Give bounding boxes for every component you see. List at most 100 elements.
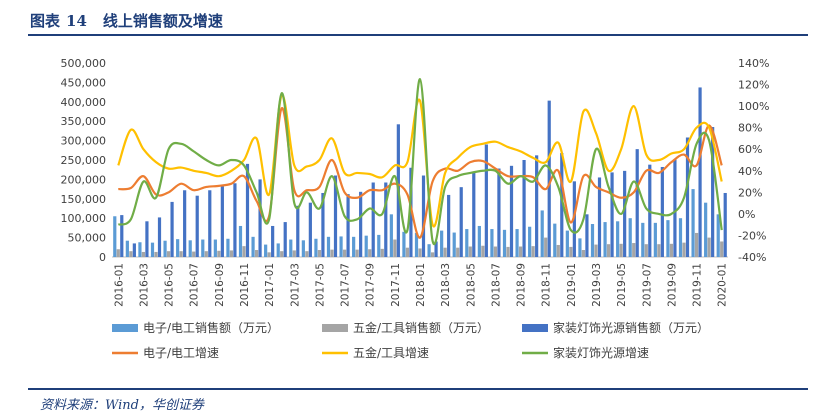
legend-swatch bbox=[112, 324, 138, 332]
bar-electronics bbox=[226, 238, 230, 257]
right-axis-tick-label: 80% bbox=[738, 122, 762, 135]
bar-tools bbox=[141, 251, 146, 257]
bar-home-lighting bbox=[145, 221, 149, 257]
bar-electronics bbox=[150, 242, 155, 257]
bar-home-lighting bbox=[346, 194, 350, 257]
left-axis-tick-label: 250,000 bbox=[61, 154, 107, 167]
bar-electronics bbox=[188, 240, 192, 257]
x-axis-tick-label: 2018-01 bbox=[415, 263, 427, 307]
bar-home-lighting bbox=[245, 163, 250, 257]
x-axis-tick-label: 2018-07 bbox=[490, 263, 502, 307]
bar-home-lighting bbox=[522, 160, 526, 257]
x-axis-tick-label: 2019-01 bbox=[566, 263, 578, 307]
bar-electronics bbox=[301, 240, 305, 257]
bar-tools bbox=[594, 244, 598, 257]
bar-home-lighting bbox=[509, 165, 514, 257]
bar-home-lighting bbox=[258, 179, 262, 257]
bar-tools bbox=[581, 250, 586, 257]
x-axis-tick-label: 2017-09 bbox=[365, 263, 377, 307]
bar-tools bbox=[179, 251, 183, 257]
bar-home-lighting bbox=[572, 181, 576, 257]
bar-electronics bbox=[414, 232, 419, 257]
x-axis-tick-label: 2016-01 bbox=[113, 263, 125, 307]
bar-home-lighting bbox=[333, 175, 338, 257]
bar-electronics bbox=[289, 239, 293, 257]
bar-tools bbox=[154, 251, 158, 257]
bar-tools bbox=[518, 246, 523, 257]
bar-tools bbox=[129, 251, 133, 257]
bar-tools bbox=[217, 250, 221, 257]
left-axis-tick-label: 100,000 bbox=[61, 212, 107, 225]
bar-home-lighting bbox=[535, 155, 539, 257]
right-axis: -40% -20% 0% 20% 40% 60% 80% 100% 120% 140% bbox=[738, 57, 769, 264]
bar-electronics bbox=[163, 240, 167, 257]
bar-electronics bbox=[364, 235, 368, 257]
right-axis-tick-label: 120% bbox=[738, 79, 769, 92]
bar-electronics bbox=[666, 220, 670, 257]
bar-home-lighting bbox=[597, 177, 602, 257]
bar-electronics bbox=[691, 189, 695, 257]
x-axis-tick-label: 2016-11 bbox=[239, 263, 251, 307]
bar-tools bbox=[229, 250, 234, 257]
bar-home-lighting bbox=[132, 243, 136, 257]
legend-label: 电子/电工销售额（万元） bbox=[143, 320, 279, 335]
bar-home-lighting bbox=[472, 171, 476, 257]
bar-tools bbox=[393, 239, 397, 257]
bar-electronics bbox=[553, 223, 557, 257]
bar-tools bbox=[280, 251, 284, 257]
right-axis-tick-label: -20% bbox=[738, 229, 766, 242]
bar-home-lighting bbox=[673, 159, 677, 257]
figure-label: 图表 bbox=[30, 12, 61, 30]
bar-electronics bbox=[603, 222, 607, 257]
bar-tools bbox=[443, 247, 447, 257]
bar-home-lighting bbox=[296, 205, 300, 257]
bar-tools bbox=[481, 245, 485, 257]
right-axis-tick-label: 60% bbox=[738, 143, 762, 156]
bar-tools bbox=[544, 237, 548, 257]
bar-electronics bbox=[465, 229, 469, 257]
bar-tools bbox=[707, 237, 711, 257]
bar-electronics bbox=[314, 238, 318, 257]
bar-tools bbox=[556, 244, 560, 257]
left-axis-tick-label: 350,000 bbox=[61, 115, 107, 128]
left-axis-tick-label: 50,000 bbox=[68, 232, 107, 245]
bar-home-lighting bbox=[459, 187, 463, 257]
legend-label: 家装灯饰光源增速 bbox=[553, 345, 649, 360]
bar-electronics bbox=[490, 229, 494, 257]
left-axis-tick-label: 0 bbox=[99, 251, 106, 264]
x-axis-tick-label: 2019-11 bbox=[692, 263, 704, 307]
bar-electronics bbox=[125, 240, 129, 257]
bar-tools bbox=[267, 252, 271, 257]
x-axis-tick-label: 2018-11 bbox=[541, 263, 553, 307]
bar-electronics bbox=[616, 221, 620, 257]
bar-tools bbox=[380, 248, 384, 257]
bar-home-lighting bbox=[183, 190, 187, 257]
x-axis-tick-label: 2017-11 bbox=[390, 263, 402, 307]
bar-electronics bbox=[590, 224, 595, 257]
bar-electronics bbox=[352, 236, 356, 257]
bar-home-lighting bbox=[308, 202, 312, 257]
x-axis-tick-label: 2019-03 bbox=[591, 263, 603, 307]
line-home-lighting-growth bbox=[117, 78, 723, 246]
bar-electronics bbox=[389, 214, 393, 257]
bar-home-lighting bbox=[321, 192, 325, 257]
bar-home-lighting bbox=[283, 222, 287, 257]
line-electronics-growth bbox=[118, 107, 723, 239]
x-axis-tick-label: 2016-03 bbox=[138, 263, 150, 307]
right-axis-tick-label: 140% bbox=[738, 57, 769, 70]
bar-electronics bbox=[176, 239, 180, 257]
bar-home-lighting bbox=[547, 100, 551, 257]
bar-electronics bbox=[641, 222, 645, 257]
bar-tools bbox=[694, 232, 699, 257]
bottom-rule bbox=[28, 388, 808, 390]
bar-home-lighting bbox=[384, 182, 388, 257]
legend: 电子/电工销售额（万元） 五金/工具销售额（万元） 家装灯饰光源销售额（万元） 电子/… bbox=[112, 320, 709, 360]
bar-tools bbox=[368, 249, 372, 257]
bar-electronics bbox=[201, 239, 205, 257]
figure-title-text: 线上销售额及增速 bbox=[102, 12, 223, 30]
bar-home-lighting bbox=[195, 195, 199, 257]
right-axis-tick-label: 100% bbox=[738, 100, 769, 113]
bar-electronics bbox=[251, 236, 255, 257]
top-rule bbox=[28, 34, 808, 36]
bar-electronics bbox=[113, 216, 117, 257]
